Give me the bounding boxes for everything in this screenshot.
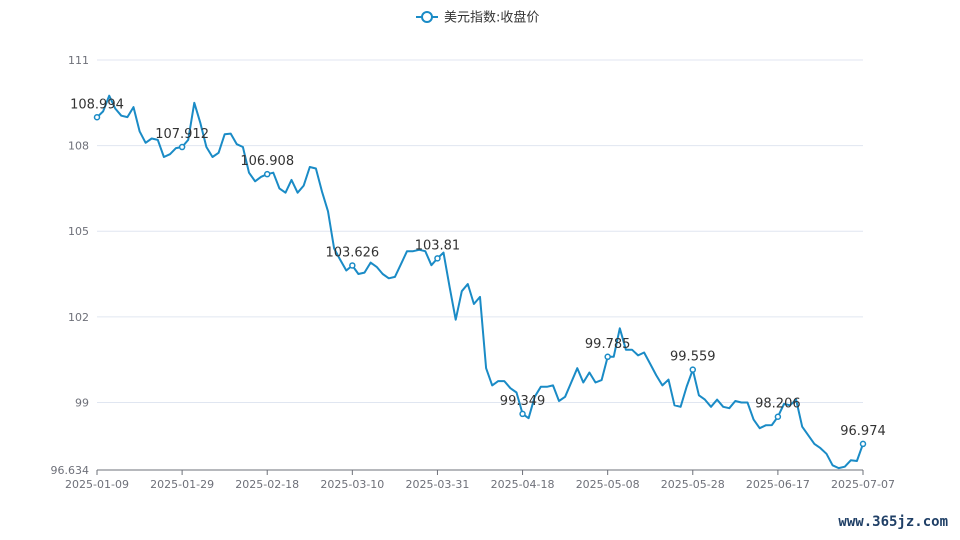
x-tick-label: 2025-07-07 — [831, 478, 895, 491]
data-point — [519, 410, 526, 418]
data-point — [434, 255, 441, 262]
series-line — [96, 94, 864, 470]
legend-label: 美元指数:收盘价 — [444, 10, 539, 26]
y-tick-label: 96.634 — [51, 464, 90, 477]
data-label: 98.206 — [755, 397, 801, 412]
grid-lines — [97, 59, 863, 403]
data-point — [178, 143, 186, 151]
data-label: 108.994 — [70, 97, 124, 112]
y-axis: 96.634 99 102 105 108 111 — [51, 54, 90, 477]
x-tick-label: 2025-06-17 — [746, 478, 810, 491]
chart-legend[interactable]: 美元指数:收盘价 — [416, 10, 539, 26]
legend-marker-icon — [421, 11, 433, 23]
data-label: 106.908 — [240, 154, 294, 169]
data-point — [774, 413, 782, 420]
data-point — [93, 114, 101, 121]
x-tick-label: 2025-05-28 — [661, 478, 725, 491]
watermark: www.365jz.com — [834, 512, 952, 532]
x-tick-label: 2025-03-10 — [320, 478, 384, 491]
data-label: 99.559 — [670, 350, 716, 365]
data-point — [604, 353, 611, 361]
data-label: 99.785 — [585, 337, 631, 352]
data-label: 103.626 — [325, 245, 379, 260]
x-tick-label: 2025-05-08 — [576, 478, 640, 491]
x-tick-label: 2025-01-29 — [150, 478, 214, 491]
y-tick-label: 111 — [68, 54, 89, 67]
x-tick-label: 2025-01-09 — [65, 478, 129, 491]
data-labels: 108.994 107.912 106.908 103.626 103.81 99.349… — [70, 0, 934, 439]
y-tick-label: 108 — [68, 140, 89, 153]
data-point — [859, 440, 867, 448]
data-label: 107.912 — [155, 127, 209, 142]
y-tick-label: 99 — [75, 396, 89, 409]
data-label: 97.5480 — [880, 0, 934, 4]
x-tick-label: 2025-02-18 — [235, 478, 299, 491]
data-point — [263, 170, 271, 178]
data-label: 99.349 — [500, 394, 546, 409]
x-tick-label: 2025-03-31 — [405, 478, 469, 491]
y-tick-label: 105 — [68, 225, 89, 238]
x-axis: 2025-01-09 2025-01-29 2025-02-18 2025-03-10… — [65, 469, 895, 491]
data-point — [349, 262, 356, 269]
series-layer — [93, 94, 867, 470]
data-label: 103.81 — [415, 238, 461, 253]
data-point — [689, 366, 697, 373]
x-tick-label: 2025-04-18 — [491, 478, 555, 491]
data-label: 96.974 — [840, 424, 886, 439]
y-tick-label: 102 — [68, 311, 89, 324]
